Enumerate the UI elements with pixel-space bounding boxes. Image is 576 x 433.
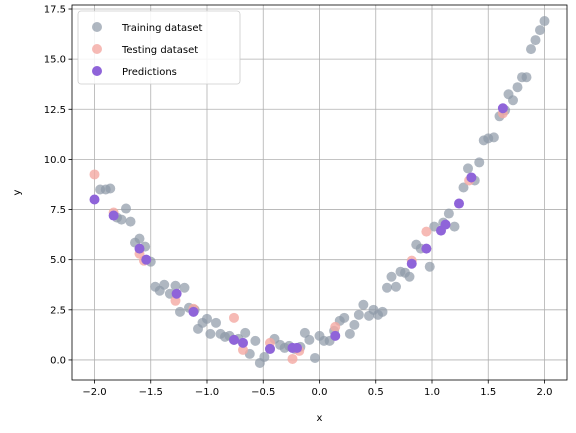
training-point bbox=[211, 317, 221, 328]
training-point bbox=[449, 221, 460, 232]
y-axis-label: y bbox=[12, 189, 23, 195]
legend-label-testing: Testing dataset bbox=[121, 45, 198, 56]
training-point bbox=[377, 306, 388, 317]
training-point bbox=[353, 309, 364, 320]
x-tick-label: 0.5 bbox=[368, 387, 384, 398]
training-point bbox=[259, 351, 270, 362]
training-point bbox=[443, 208, 454, 219]
training-point bbox=[521, 72, 532, 83]
training-point bbox=[310, 352, 320, 363]
testing-point bbox=[287, 353, 298, 364]
predictions-point bbox=[421, 243, 432, 254]
data-points bbox=[89, 16, 550, 368]
training-point bbox=[175, 306, 185, 317]
training-point bbox=[424, 261, 435, 272]
testing-point bbox=[229, 312, 239, 323]
x-tick-label: −1.0 bbox=[195, 387, 219, 398]
predictions-point bbox=[89, 194, 100, 205]
y-tick-label: 15.0 bbox=[44, 55, 66, 66]
y-tick-label: 2.5 bbox=[50, 305, 66, 316]
y-tick-label: 17.5 bbox=[44, 5, 66, 16]
training-point bbox=[526, 44, 536, 55]
y-tick-label: 7.5 bbox=[50, 205, 66, 216]
training-point bbox=[463, 163, 473, 174]
legend-marker-predictions bbox=[92, 66, 102, 76]
testing-point bbox=[330, 321, 341, 332]
predictions-point bbox=[454, 198, 464, 209]
training-point bbox=[382, 282, 392, 293]
y-tick-label: 5.0 bbox=[50, 255, 66, 266]
testing-point bbox=[238, 344, 248, 355]
legend-marker-testing bbox=[92, 44, 102, 54]
x-tick-label: −0.5 bbox=[251, 387, 275, 398]
predictions-point bbox=[141, 254, 152, 265]
predictions-point bbox=[440, 219, 451, 230]
training-point bbox=[179, 282, 190, 293]
x-tick-label: 1.5 bbox=[480, 387, 496, 398]
x-tick-label: 2.0 bbox=[537, 387, 553, 398]
testing-point bbox=[89, 169, 100, 180]
y-tick-label: 10.0 bbox=[44, 155, 66, 166]
training-point bbox=[391, 281, 401, 292]
predictions-point bbox=[330, 330, 341, 341]
predictions-point bbox=[188, 306, 199, 317]
training-point bbox=[512, 82, 523, 93]
training-point bbox=[474, 157, 485, 168]
training-point bbox=[202, 313, 212, 324]
legend-label-training: Training dataset bbox=[121, 23, 203, 34]
training-point bbox=[349, 319, 360, 330]
training-point bbox=[404, 271, 415, 282]
predictions-point bbox=[108, 210, 119, 221]
ticks: −2.0 −1.5 −1.0 −0.5 0.0 0.5 1.0 1.5 2.0 0.0 2.5 5.0… bbox=[44, 5, 553, 398]
training-point bbox=[134, 233, 145, 244]
legend-box bbox=[77, 10, 241, 85]
predictions-point bbox=[497, 103, 508, 114]
x-axis-label: x bbox=[317, 413, 323, 424]
training-point bbox=[386, 271, 397, 282]
legend: Training dataset Testing dataset Predict… bbox=[77, 10, 241, 85]
predictions-point bbox=[238, 337, 248, 348]
training-point bbox=[539, 16, 550, 27]
predictions-point bbox=[265, 343, 275, 354]
legend-label-predictions: Predictions bbox=[122, 67, 177, 78]
training-point bbox=[240, 327, 251, 338]
training-point bbox=[358, 299, 369, 310]
legend-marker-training bbox=[92, 22, 102, 32]
training-point bbox=[125, 216, 136, 227]
x-tick-label: 1.0 bbox=[424, 387, 440, 398]
training-point bbox=[304, 334, 315, 345]
predictions-point bbox=[406, 258, 417, 269]
predictions-point bbox=[292, 342, 302, 353]
x-tick-label: 0.0 bbox=[312, 387, 328, 398]
training-point bbox=[121, 203, 131, 214]
predictions-point bbox=[134, 243, 145, 254]
training-point bbox=[250, 335, 261, 346]
training-point bbox=[170, 280, 181, 291]
y-tick-label: 12.5 bbox=[44, 105, 66, 116]
testing-point bbox=[421, 226, 432, 237]
training-point bbox=[159, 279, 170, 290]
predictions-point bbox=[171, 288, 182, 299]
training-point bbox=[344, 328, 355, 339]
training-point bbox=[116, 214, 127, 225]
y-tick-label: 0.0 bbox=[50, 355, 66, 366]
training-point bbox=[535, 25, 545, 36]
predictions-point bbox=[229, 334, 239, 345]
training-point bbox=[105, 183, 116, 194]
training-point bbox=[458, 182, 469, 193]
x-tick-label: −2.0 bbox=[82, 387, 106, 398]
training-point bbox=[488, 132, 499, 143]
training-point bbox=[339, 312, 350, 323]
training-point bbox=[205, 328, 216, 339]
training-point bbox=[530, 35, 541, 46]
training-point bbox=[508, 95, 518, 106]
predictions-point bbox=[466, 172, 477, 183]
x-tick-label: −1.5 bbox=[139, 387, 163, 398]
